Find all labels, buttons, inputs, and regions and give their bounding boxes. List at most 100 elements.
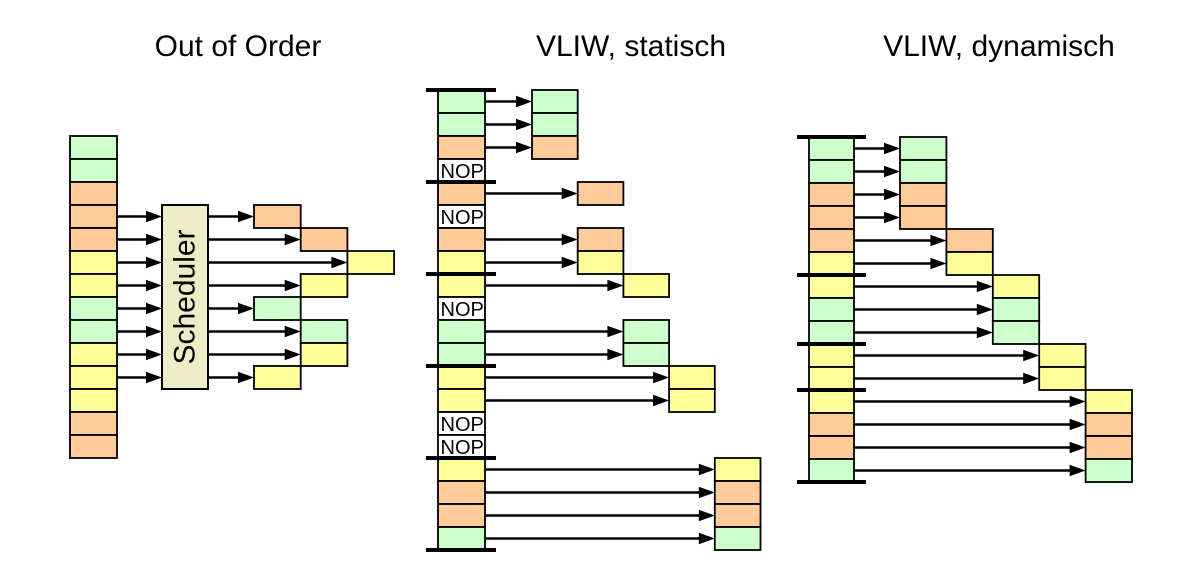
ooo-issued-instruction-box [299, 273, 349, 298]
vliw-dynamic-issue-arrow-head [930, 257, 947, 270]
vliw-dynamic-input-instruction-box [808, 435, 855, 460]
ooo-issued-instruction-box [299, 342, 349, 367]
vliw-static-input-instruction-box [437, 181, 486, 206]
ooo-input-instruction-box [69, 388, 118, 413]
vliw-dynamic-issued-instruction-box [1084, 389, 1133, 414]
ooo-dispatch-arrow-head [146, 256, 162, 269]
ooo-issue-arrow-head [284, 233, 301, 246]
ooo-input-instruction-box [69, 411, 118, 436]
vliw-static-issue-arrow-head [698, 486, 715, 499]
vliw-dynamic-issued-instruction-box [991, 274, 1041, 299]
ooo-issued-instruction-box [299, 227, 349, 252]
ooo-issue-arrow-head [284, 325, 301, 338]
scheduler-box [161, 204, 209, 390]
vliw-static-issued-instruction-box [622, 342, 671, 367]
ooo-dispatch-arrow-head [146, 233, 162, 246]
vliw-static-input-instruction-box [437, 112, 486, 137]
vliw-dynamic-input-instruction-box [808, 205, 855, 230]
vliw-static-issued-instruction-box [576, 250, 625, 275]
vliw-dynamic-issue-arrow-head [1023, 349, 1040, 362]
vliw-dynamic-issued-instruction-box [1084, 458, 1133, 483]
vliw-static-issue-arrow-head [516, 118, 532, 131]
vliw-static-issued-instruction-box [713, 526, 762, 551]
vliw-dynamic-input-instruction-box [808, 228, 855, 253]
ooo-input-instruction-box [69, 204, 118, 229]
vliw-static-input-instruction-box [437, 250, 486, 275]
vliw-dynamic-input-instruction-box [808, 251, 855, 276]
vliw-dynamic-issue-arrow-head [884, 211, 900, 224]
vliw-static-issued-instruction-box [531, 112, 579, 137]
vliw-static-issue-arrow-head [516, 141, 532, 154]
vliw-dynamic-issue-arrow-head [976, 326, 993, 339]
vliw-static-issue-arrow-head [607, 279, 624, 292]
ooo-input-instruction-box [69, 158, 118, 183]
vliw-dynamic-issued-instruction-box [1038, 366, 1087, 391]
vliw-static-issue-arrow-head [561, 233, 578, 246]
vliw-dynamic-input-instruction-box [808, 136, 855, 161]
vliw-static-input-instruction-box [437, 503, 486, 528]
ooo-input-instruction-box [69, 319, 118, 344]
vliw-static-input-instruction-box [437, 319, 486, 344]
vliw-static-input-instruction-box [437, 480, 486, 505]
ooo-dispatch-arrow-head [146, 371, 162, 384]
vliw-dynamic-issue-arrow-head [1069, 418, 1086, 431]
vliw-static-issued-instruction-box [668, 388, 716, 413]
vliw-static-issue-arrow-head [653, 371, 670, 384]
vliw-dynamic-issued-instruction-box [1084, 412, 1133, 437]
ooo-dispatch-arrow-head [146, 302, 162, 315]
vliw-static-issued-instruction-box [576, 181, 625, 206]
vliw-dynamic-issue-arrow-head [930, 234, 947, 247]
vliw-static-issue-arrow-head [698, 509, 715, 522]
vliw-dynamic-issue-arrow-head [1069, 464, 1086, 477]
ooo-dispatch-arrow-head [146, 210, 162, 223]
vliw-static-issue-arrow-head [607, 348, 624, 361]
ooo-input-instruction-box [69, 365, 118, 390]
ooo-input-instruction-box [69, 181, 118, 206]
ooo-input-instruction-box [69, 296, 118, 321]
vliw-static-issue-arrow-head [516, 95, 532, 108]
ooo-issue-arrow-head [284, 348, 301, 361]
scheduler-label: Scheduler [169, 229, 202, 364]
ooo-issued-instruction-box [346, 250, 395, 275]
vliw-static-issued-instruction-box [622, 273, 671, 298]
ooo-input-instruction-box [69, 227, 118, 252]
vliw-dynamic-input-instruction-box [808, 389, 855, 414]
vliw-static-issued-instruction-box [713, 480, 762, 505]
vliw-static-issued-instruction-box [713, 457, 762, 482]
vliw-dynamic-issue-arrow-head [884, 188, 900, 201]
vliw-static-input-instruction-box [437, 227, 486, 252]
vliw-dynamic-issued-instruction-box [1084, 435, 1133, 460]
ooo-input-instruction-box [69, 273, 118, 298]
ooo-issue-arrow-head [238, 210, 254, 223]
vliw-static-input-instruction-box [437, 135, 486, 160]
vliw-static-input-instruction-box [437, 273, 486, 298]
vliw-static-issue-arrow-head [607, 325, 624, 338]
vliw-dynamic-issue-arrow-head [1023, 372, 1040, 385]
vliw-dynamic-input-instruction-box [808, 274, 855, 299]
vliw-dynamic-issued-instruction-box [991, 297, 1041, 322]
vliw-dynamic-input-instruction-box [808, 366, 855, 391]
vliw-static-issued-instruction-box [713, 503, 762, 528]
vliw-dynamic-issued-instruction-box [1038, 343, 1087, 368]
ooo-issued-instruction-box [253, 365, 302, 390]
vliw-dynamic-issue-arrow-head [976, 303, 993, 316]
vliw-dynamic-issued-instruction-box [945, 251, 994, 276]
vliw-dynamic-issue-arrow-head [1069, 395, 1086, 408]
ooo-dispatch-arrow-head [146, 348, 162, 361]
vliw-static-issue-arrow-head [561, 187, 578, 200]
ooo-dispatch-arrow-head [146, 325, 162, 338]
section-title-vliw-static: VLIW, statisch [535, 30, 727, 63]
vliw-static-nop-label: NOP [441, 437, 484, 459]
vliw-static-nop-label: NOP [441, 207, 484, 229]
ooo-issue-arrow-head [284, 279, 301, 292]
ooo-issue-arrow-head [238, 302, 254, 315]
vliw-static-nop-label: NOP [441, 414, 484, 436]
vliw-dynamic-issued-instruction-box [945, 228, 994, 253]
vliw-dynamic-issued-instruction-box [899, 159, 948, 184]
vliw-static-nop-label: NOP [441, 299, 484, 321]
vliw-dynamic-input-instruction-box [808, 458, 855, 483]
vliw-dynamic-input-instruction-box [808, 343, 855, 368]
vliw-static-issued-instruction-box [668, 365, 716, 390]
vliw-static-input-instruction-box [437, 388, 486, 413]
